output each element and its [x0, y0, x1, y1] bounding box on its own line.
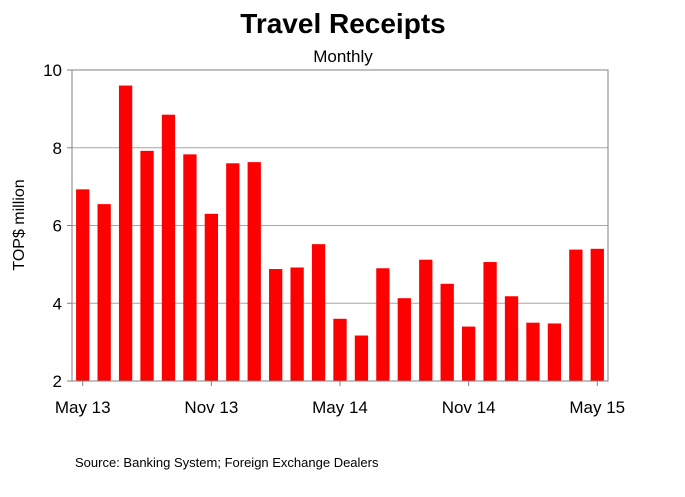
y-tick-label: 6 — [53, 217, 62, 236]
bar-mar-15 — [547, 323, 562, 381]
bar-aug-13 — [140, 150, 154, 381]
bar-feb-14 — [269, 269, 283, 381]
bar-sep-13 — [161, 114, 176, 382]
bar-oct-14 — [440, 283, 454, 381]
x-tick-label: May 15 — [569, 398, 625, 417]
y-axis-label: TOP$ million — [11, 179, 28, 270]
bar-may-15 — [590, 248, 604, 381]
bar-nov-13 — [204, 213, 219, 381]
y-tick-label: 2 — [53, 372, 62, 391]
y-tick-label: 10 — [43, 61, 62, 80]
bar-mar-14 — [290, 267, 304, 381]
x-axis-ticks: May 13 Nov 13 May 14 Nov 14 May 15 — [55, 381, 625, 417]
bar-may-14 — [333, 318, 347, 381]
bar-nov-14 — [461, 326, 476, 381]
bar-jun-14 — [354, 335, 369, 381]
bars — [76, 85, 604, 382]
bar-jan-14 — [247, 162, 261, 381]
bar-jan-15 — [504, 296, 519, 381]
bar-jul-13 — [118, 85, 133, 382]
bar-apr-15 — [569, 249, 583, 381]
y-axis-ticks: 2 4 6 8 10 — [43, 61, 72, 391]
source-note: Source: Banking System; Foreign Exchange… — [75, 455, 379, 470]
y-tick-label: 8 — [53, 139, 62, 158]
x-tick-label: Nov 13 — [184, 398, 238, 417]
gridlines — [72, 147, 608, 304]
bar-feb-15 — [526, 322, 540, 381]
bar-dec-14 — [483, 262, 497, 381]
bar-aug-14 — [397, 298, 411, 381]
chart-subtitle: Monthly — [313, 47, 373, 66]
bar-may-13 — [76, 189, 90, 381]
y-tick-label: 4 — [53, 294, 62, 313]
bar-jun-13 — [97, 204, 111, 381]
x-tick-label: Nov 14 — [442, 398, 496, 417]
bar-oct-13 — [183, 154, 197, 381]
bar-apr-14 — [311, 244, 326, 381]
chart-title: Travel Receipts — [240, 8, 445, 39]
x-tick-label: May 13 — [55, 398, 111, 417]
bar-sep-14 — [419, 259, 433, 381]
bar-dec-13 — [226, 163, 240, 381]
bar-jul-14 — [376, 268, 390, 381]
x-tick-label: May 14 — [312, 398, 368, 417]
